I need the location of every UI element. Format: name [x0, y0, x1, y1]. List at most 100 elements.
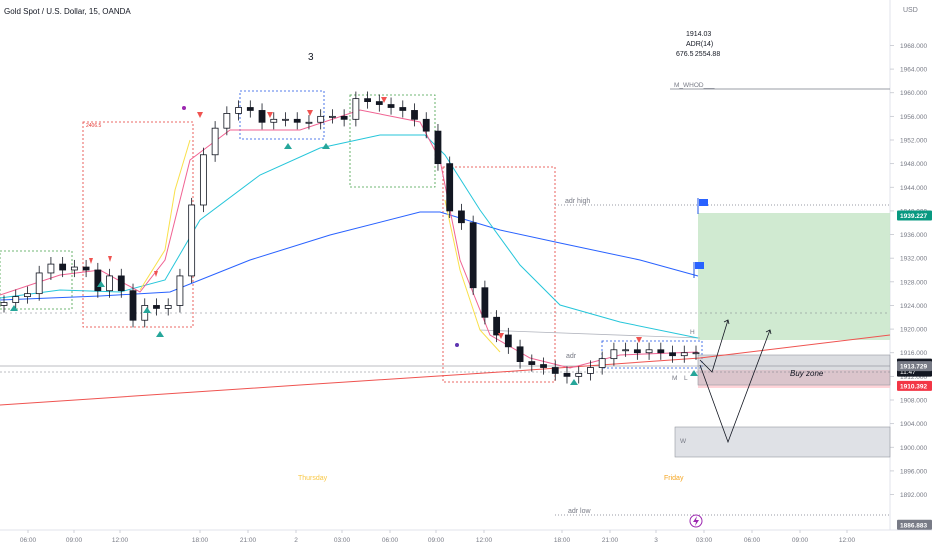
- price-labels: 1939.2271914.16511:471913.7291910.392188…: [897, 210, 932, 530]
- x-tick-label: 03:00: [334, 537, 351, 544]
- blue-range-box-top: [239, 90, 325, 140]
- ma-200-red: [0, 334, 891, 406]
- ma-50-teal: [0, 134, 699, 339]
- candle: [94, 262, 102, 298]
- candle: [235, 100, 242, 121]
- y-tick-label: 1916.000: [900, 350, 927, 357]
- candle: [375, 94, 383, 112]
- ma-fast-yellow: [139, 139, 191, 291]
- candle: [469, 215, 477, 295]
- x-tick-label: 12:00: [112, 537, 129, 544]
- candle: [645, 342, 653, 360]
- red-range-box-2: [442, 166, 556, 383]
- y-tick-label: 1968.000: [900, 43, 927, 50]
- price-tag: 1910.392: [897, 380, 932, 391]
- candle: [446, 156, 454, 218]
- candle: [340, 109, 348, 127]
- candle: [458, 203, 465, 230]
- candle: [516, 339, 524, 369]
- price-axis[interactable]: [890, 0, 932, 550]
- candle: [70, 259, 78, 278]
- x-tick-label: 2: [294, 537, 298, 544]
- candle: [82, 259, 90, 278]
- candle: [575, 366, 583, 384]
- svg-text:1939.227: 1939.227: [900, 213, 927, 220]
- y-axis-labels: 1968.000 1964.000 1960.000 1956.000 1952.000…: [890, 43, 927, 499]
- svg-text:1886.883: 1886.883: [900, 522, 927, 529]
- candle: [223, 106, 231, 136]
- projection-paths: [699, 319, 772, 444]
- candle: [164, 298, 172, 316]
- y-tick-label: 1948.000: [900, 161, 927, 168]
- m-whod-label: M_WHOD___: [674, 82, 715, 89]
- adr-mid-label: adr: [566, 353, 577, 360]
- y-tick-label: 1944.000: [900, 185, 927, 192]
- x-tick-label: 09:00: [66, 537, 83, 544]
- y-tick-label: 1904.000: [900, 421, 927, 428]
- candle: [422, 112, 430, 139]
- candle: [305, 115, 313, 130]
- ma-100-blue: [0, 211, 699, 301]
- y-tick-label: 1964.000: [900, 67, 927, 74]
- stats-adr: ADR(14): [686, 41, 713, 48]
- candle: [293, 112, 301, 130]
- flag-markers[interactable]: [693, 198, 708, 278]
- candle: [258, 103, 266, 130]
- w-label: W: [680, 438, 687, 445]
- candle: [199, 147, 207, 213]
- candle: [35, 265, 43, 301]
- x-tick-label: 18:00: [554, 537, 571, 544]
- svg-text:11:47: 11:47: [900, 369, 916, 376]
- x-tick-label: 18:00: [192, 537, 209, 544]
- buy-zone-rect: [697, 354, 891, 386]
- y-tick-label: 1892.000: [900, 492, 927, 499]
- lightning-icon[interactable]: [689, 514, 703, 528]
- svg-text:1910.392: 1910.392: [900, 383, 927, 390]
- candle: [481, 280, 489, 325]
- candle: [563, 366, 571, 384]
- price-tag: 1939.227: [897, 210, 932, 221]
- y-tick-label: 1900.000: [900, 445, 927, 452]
- l-label: L: [684, 375, 688, 382]
- signal-markers: [10, 97, 698, 385]
- stats-range: 676.5 2554.88: [676, 51, 720, 58]
- candle: [411, 103, 418, 127]
- candle: [399, 100, 407, 118]
- candle: [211, 121, 219, 162]
- long-position-stop: [698, 370, 890, 388]
- price-tag: 1913.729: [897, 361, 932, 372]
- candle: [633, 342, 641, 360]
- blue-flag-icon-2: [695, 262, 704, 269]
- weekly-zone-rect: [674, 426, 891, 458]
- y-tick-label: 1952.000: [900, 138, 927, 145]
- candle: [59, 257, 67, 278]
- candle: [680, 345, 688, 363]
- box-value-label: 2406.5: [86, 123, 102, 129]
- x-tick-label: 12:00: [839, 537, 856, 544]
- candle: [153, 298, 160, 316]
- zone-boxes: [0, 90, 891, 458]
- x-axis-labels: 06:00 09:00 12:00 18:00 21:00 2 03:00 06:00 09:0…: [20, 530, 856, 544]
- candle: [598, 351, 606, 375]
- y-tick-label: 1956.000: [900, 114, 927, 121]
- annotations: Gold Spot / U.S. Dollar, 15, OANDA USD 3…: [4, 7, 918, 515]
- green-box-top: [349, 94, 436, 188]
- candle: [364, 91, 371, 109]
- candle: [106, 268, 113, 298]
- y-tick-label: 1908.000: [900, 398, 927, 405]
- stats-value: 1914.03: [686, 31, 711, 38]
- candle: [669, 345, 676, 363]
- h-label: H: [690, 329, 695, 336]
- svg-text:1913.729: 1913.729: [900, 364, 927, 371]
- candle: [317, 109, 325, 130]
- buy-zone-label: Buy zone: [790, 369, 824, 378]
- y-tick-label: 1896.000: [900, 468, 927, 475]
- candle: [0, 295, 8, 313]
- y-tick-label: 1912.000: [900, 374, 927, 381]
- currency-label: USD: [903, 7, 918, 14]
- candlesticks: [0, 91, 700, 384]
- ma-20-pink: [0, 109, 699, 369]
- title-text: Gold Spot / U.S. Dollar, 15, OANDA: [4, 7, 131, 16]
- thursday-label: Thursday: [298, 475, 328, 482]
